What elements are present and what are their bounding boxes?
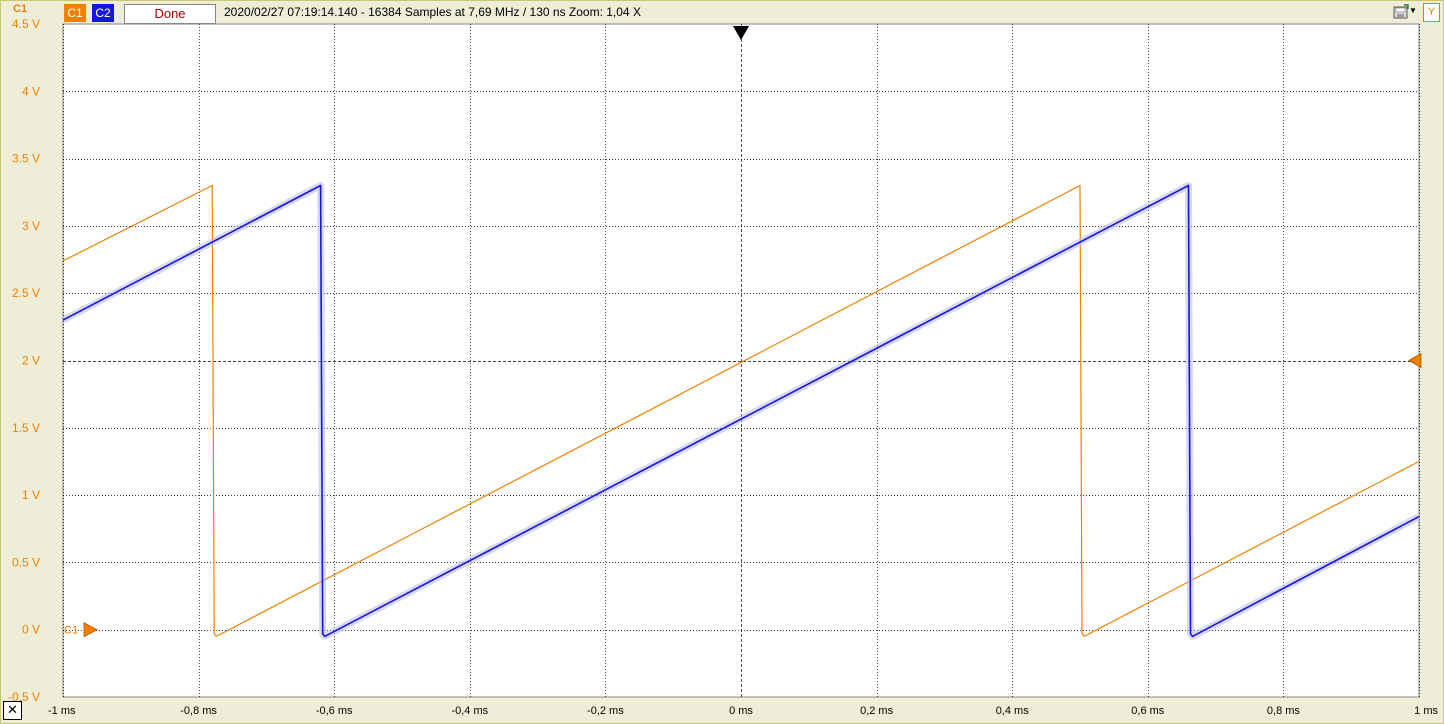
x-tick-label: 0,2 ms xyxy=(860,705,894,717)
x-tick-label: 0,4 ms xyxy=(996,705,1030,717)
channel-c1-button[interactable]: C1 xyxy=(64,4,86,22)
y-tick-label: 4 V xyxy=(22,84,40,98)
channel-corner-label: C1 xyxy=(13,3,28,15)
y-tick-label: -0.5 V xyxy=(8,690,40,704)
x-tick-label: -1 ms xyxy=(48,705,76,717)
save-icon[interactable] xyxy=(1393,4,1409,20)
series-layer xyxy=(61,182,1421,640)
chevron-down-icon[interactable]: ▼ xyxy=(1409,6,1417,15)
y-axis-button[interactable]: Y xyxy=(1423,3,1440,22)
x-axis: -1 ms -0,8 ms -0,6 ms -0,4 ms -0,2 ms 0 ms 0,2… xyxy=(48,705,1438,717)
grid xyxy=(63,24,1420,697)
y-tick-label: 4.5 V xyxy=(12,17,40,31)
x-tick-label: 0,8 ms xyxy=(1267,705,1301,717)
status-done-button[interactable]: Done xyxy=(124,4,216,24)
y-tick-label: 2.5 V xyxy=(12,286,40,300)
x-tick-label: -0,4 ms xyxy=(451,705,488,717)
y-tick-label: 1 V xyxy=(22,488,40,502)
y-tick-label: 3 V xyxy=(22,219,40,233)
series-c1-line xyxy=(62,184,1420,637)
marker-layer: C1 xyxy=(64,26,1422,638)
y-tick-label: 3.5 V xyxy=(12,152,40,166)
y-tick-label: 1.5 V xyxy=(12,421,40,435)
close-button[interactable]: ✕ xyxy=(3,701,22,720)
y-tick-label: 0 V xyxy=(22,623,40,637)
series-c2-line xyxy=(62,184,1420,638)
trigger-level-marker xyxy=(1408,352,1422,369)
x-tick-label: 0,6 ms xyxy=(1131,705,1165,717)
y-tick-label: 2 V xyxy=(22,354,40,368)
x-tick-label: 1 ms xyxy=(1414,705,1438,717)
trigger-time-marker xyxy=(733,26,749,40)
c1-ground-label: C1 xyxy=(64,625,78,637)
y-axis: 4.5 V 4 V 3.5 V 3 V 2.5 V 2 V 1.5 V 1 V 0.5 V 0 V… xyxy=(8,17,40,704)
channel-c2-button[interactable]: C2 xyxy=(92,4,114,22)
capture-info: 2020/02/27 07:19:14.140 - 16384 Samples … xyxy=(224,5,641,19)
c1-ground-marker xyxy=(83,622,98,638)
plot-area xyxy=(62,23,1420,698)
y-tick-label: 0.5 V xyxy=(12,555,40,569)
x-tick-label: -0,6 ms xyxy=(316,705,353,717)
x-tick-label: 0 ms xyxy=(729,705,753,717)
x-tick-label: -0,8 ms xyxy=(180,705,217,717)
toolbar: C1 C1 C2 Done 2020/02/27 07:19:14.140 - … xyxy=(0,0,1444,26)
x-tick-label: -0,2 ms xyxy=(587,705,624,717)
